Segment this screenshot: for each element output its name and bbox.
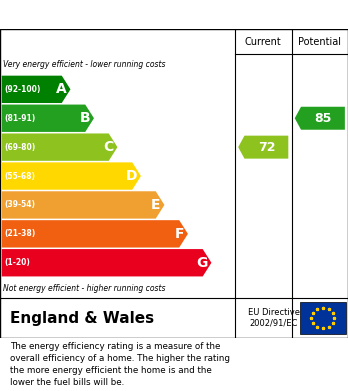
Text: (21-38): (21-38) [4,230,35,239]
Text: Not energy efficient - higher running costs: Not energy efficient - higher running co… [3,283,166,292]
Bar [300,302,346,334]
Polygon shape [2,249,212,276]
Text: C: C [103,140,113,154]
Text: Very energy efficient - lower running costs: Very energy efficient - lower running co… [3,60,166,69]
Polygon shape [2,133,118,161]
Text: 72: 72 [258,141,276,154]
Text: E: E [151,198,160,212]
Text: 85: 85 [315,112,332,125]
Text: B: B [79,111,90,125]
Text: (81-91): (81-91) [4,114,35,123]
Text: (69-80): (69-80) [4,143,35,152]
Polygon shape [2,104,94,132]
Polygon shape [295,107,345,130]
Text: (1-20): (1-20) [4,258,30,267]
Text: England & Wales: England & Wales [10,310,155,326]
Polygon shape [2,191,164,219]
Text: The energy efficiency rating is a measure of the
overall efficiency of a home. T: The energy efficiency rating is a measur… [10,343,230,387]
Text: A: A [56,83,66,96]
Text: F: F [174,227,184,241]
Text: Potential: Potential [298,37,341,47]
Polygon shape [2,220,188,248]
Text: EU Directive
2002/91/EC: EU Directive 2002/91/EC [248,308,300,328]
Polygon shape [2,75,70,103]
Text: (55-68): (55-68) [4,172,35,181]
Text: (92-100): (92-100) [4,85,41,94]
Polygon shape [238,136,288,159]
Text: D: D [126,169,137,183]
Text: Energy Efficiency Rating: Energy Efficiency Rating [10,7,220,22]
Text: Current: Current [245,37,282,47]
Text: G: G [196,256,207,270]
Polygon shape [2,162,141,190]
Text: (39-54): (39-54) [4,201,35,210]
